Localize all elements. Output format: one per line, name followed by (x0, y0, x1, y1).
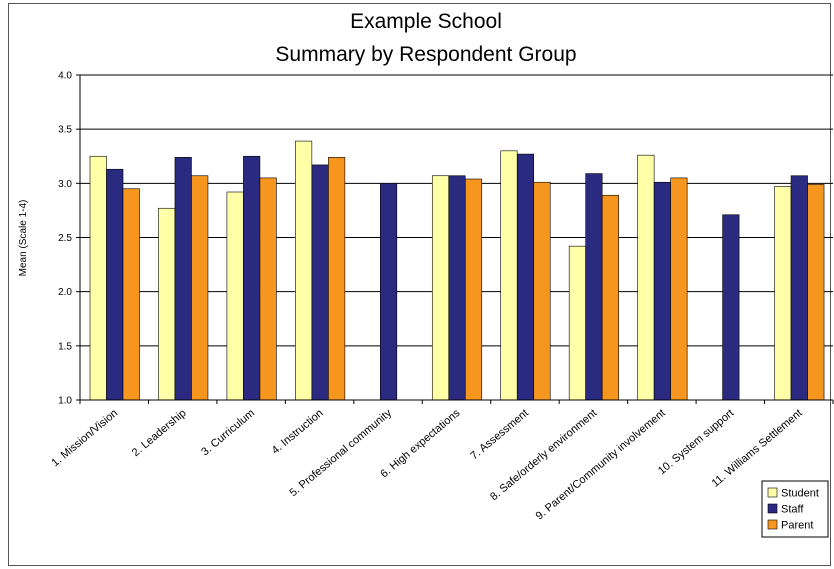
y-tick-label: 2.5 (58, 233, 72, 244)
bar-student (568, 245, 586, 401)
bar-parent (328, 157, 346, 401)
bar-staff (380, 183, 398, 401)
bar-student (158, 207, 176, 401)
bar-layer (89, 140, 825, 401)
chart-title-line-1: Example School (350, 10, 502, 33)
bar-parent (807, 184, 825, 401)
legend-swatch-parent (767, 519, 778, 530)
bar-staff (722, 214, 740, 401)
x-category-label: 3. Curriculum (199, 407, 257, 458)
bar-staff (448, 175, 466, 401)
bar-parent (464, 178, 483, 401)
x-category-label: 4. Instruction (270, 407, 326, 457)
legend-swatch-staff (767, 503, 778, 514)
bar-staff (516, 153, 535, 401)
bar-student (89, 155, 107, 401)
bar-parent (191, 175, 209, 401)
y-tick-label: 1.0 (58, 396, 72, 407)
bar-staff (653, 181, 671, 401)
chart-frame (8, 3, 831, 566)
y-tick-label: 3.5 (58, 125, 72, 136)
legend: Student Staff Parent (761, 480, 829, 538)
y-tick-label: 2.0 (58, 287, 72, 298)
bar-parent (259, 177, 277, 401)
bar-student (226, 191, 244, 401)
x-category-label: 10. System support (656, 407, 736, 477)
x-category-label: 7. Assessment (468, 407, 531, 462)
x-category-label: 9. Parent/Community involvement (534, 407, 668, 522)
bar-staff (311, 164, 329, 401)
legend-label-staff: Staff (781, 504, 804, 516)
bar-student (774, 186, 792, 401)
bar-parent (122, 188, 140, 401)
bar-staff (174, 157, 192, 401)
bar-staff (243, 155, 261, 401)
legend-swatch-student (767, 487, 778, 498)
bar-parent (601, 194, 619, 401)
bar-staff (790, 175, 808, 401)
bar-staff (585, 173, 603, 401)
bar-parent (533, 181, 551, 401)
bar-student (431, 175, 450, 401)
y-tick-label: 3.0 (58, 179, 72, 190)
chart-title-line-2: Summary by Respondent Group (275, 43, 576, 66)
x-category-label: 2. Leadership (130, 407, 189, 459)
bar-student (500, 150, 518, 401)
bar-student (295, 140, 313, 401)
bar-student (637, 154, 655, 401)
y-tick-label: 1.5 (58, 341, 72, 352)
y-axis-label: Mean (Scale 1-4) (18, 200, 29, 277)
legend-label-student: Student (781, 488, 819, 500)
y-tick-label: 4.0 (58, 71, 72, 82)
legend-label-parent: Parent (781, 520, 813, 532)
x-category-label: 1. Mission/Vision (49, 407, 120, 469)
bar-staff (106, 168, 124, 401)
bar-parent (670, 177, 688, 401)
